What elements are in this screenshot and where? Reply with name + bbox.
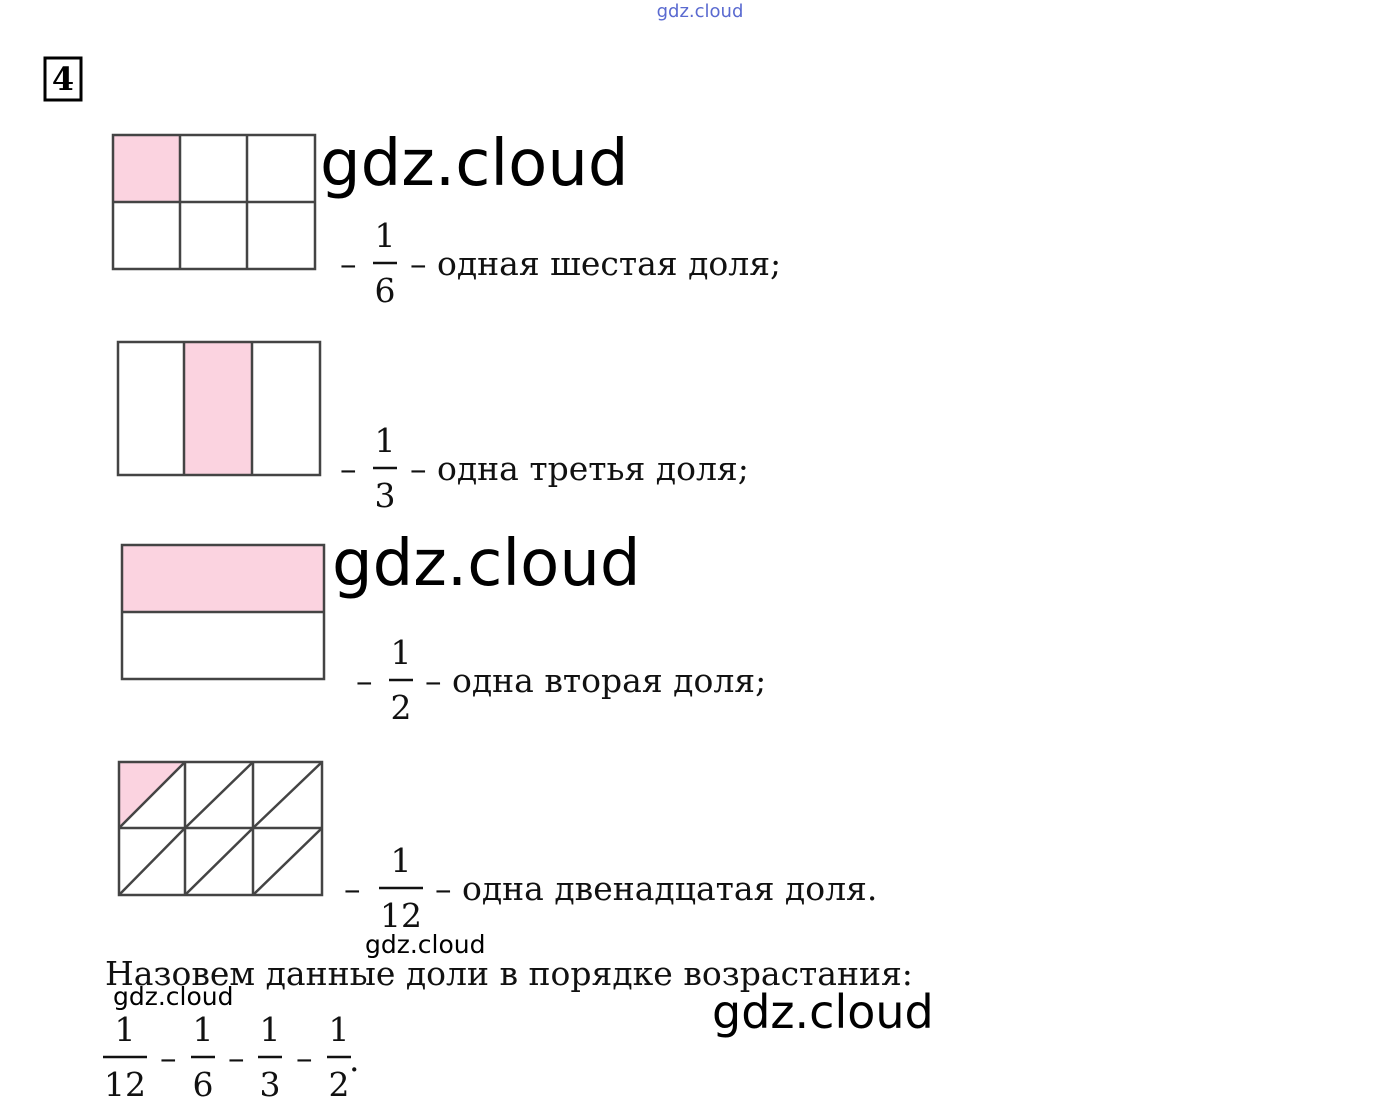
denominator: 3 — [375, 476, 396, 515]
watermark: gdz.cloud — [657, 1, 744, 22]
dash: – — [340, 244, 357, 283]
denominator: 6 — [375, 271, 396, 310]
item-text: – одна двенадцатая доля. — [435, 869, 877, 908]
item-text: – одная шестая доля; — [410, 244, 781, 283]
diagram — [117, 760, 324, 897]
numerator: 1 — [375, 216, 396, 255]
separator: – — [160, 1038, 177, 1077]
watermark: gdz.cloud — [320, 127, 629, 201]
diagram — [116, 340, 322, 477]
numerator: 1 — [391, 633, 412, 672]
denominator: 2 — [329, 1065, 350, 1104]
numerator: 1 — [193, 1010, 214, 1049]
conclusion-text: Назовем данные доли в порядке возрастани… — [105, 954, 913, 993]
denominator: 12 — [380, 896, 422, 935]
watermark: gdz.cloud — [113, 982, 234, 1011]
numerator: 1 — [115, 1010, 136, 1049]
numerator: 1 — [375, 421, 396, 460]
dash: – — [340, 449, 357, 488]
numerator: 1 — [391, 841, 412, 880]
diagram — [120, 543, 326, 681]
item-text: – одна вторая доля; — [425, 661, 766, 700]
dash: – — [344, 869, 361, 908]
numerator: 1 — [260, 1010, 281, 1049]
watermark: gdz.cloud — [712, 985, 934, 1039]
end: . — [349, 1040, 360, 1079]
denominator: 6 — [193, 1065, 214, 1104]
denominator: 2 — [391, 688, 412, 727]
item-text: – одна третья доля; — [410, 449, 749, 488]
diagram — [111, 133, 317, 271]
dash: – — [356, 661, 373, 700]
separator: – — [296, 1038, 313, 1077]
denominator: 3 — [260, 1065, 281, 1104]
task-number: 4 — [52, 60, 74, 98]
watermark: gdz.cloud — [332, 527, 641, 601]
separator: – — [228, 1038, 245, 1077]
task-box — [43, 56, 83, 102]
watermark: gdz.cloud — [365, 930, 486, 959]
numerator: 1 — [329, 1010, 350, 1049]
denominator: 12 — [104, 1065, 146, 1104]
